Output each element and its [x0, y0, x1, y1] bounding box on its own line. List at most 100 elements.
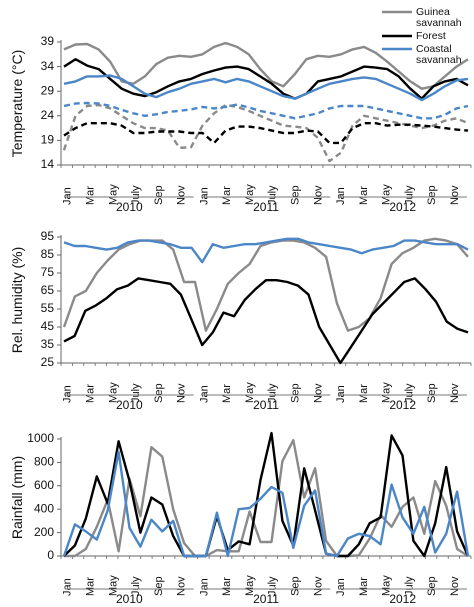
- series-line-guinea: [62, 237, 469, 332]
- y-tick-label: 95: [41, 229, 55, 243]
- x-tick-label: Nov: [449, 383, 461, 403]
- x-tick-label: Sep: [426, 383, 438, 403]
- x-tick-label: Nov: [449, 576, 461, 596]
- legend-label-coastal: Coastal: [416, 43, 452, 55]
- y-tick-label: 35: [41, 337, 55, 351]
- x-tick-label: Sep: [289, 383, 301, 403]
- x-tick-label: July: [267, 185, 279, 205]
- year-label: 2010: [116, 398, 143, 412]
- y-tick-label: 24: [41, 108, 55, 122]
- y-tick-label: 75: [41, 265, 55, 279]
- year-label: 2011: [253, 592, 279, 606]
- x-tick-label: Jan: [335, 578, 347, 596]
- x-tick-label: Mar: [358, 384, 370, 403]
- y-tick-label: 14: [41, 157, 55, 171]
- series-line-forest: [63, 431, 470, 558]
- legend-label-coastal: savannah: [416, 54, 462, 66]
- x-tick-label: May: [381, 382, 393, 403]
- x-tick-label: May: [381, 575, 393, 596]
- series-line-guinea: [63, 41, 469, 90]
- series-line-coastal: [63, 74, 469, 102]
- x-tick-label: Sep: [153, 383, 165, 403]
- x-tick-label: Mar: [221, 186, 233, 205]
- year-label: 2011: [253, 398, 279, 412]
- year-label: 2012: [389, 398, 416, 412]
- y-axis-label: Rel. humidity (%): [9, 247, 25, 354]
- x-tick-label: May: [244, 382, 256, 403]
- x-tick-label: Sep: [289, 576, 301, 596]
- legend-label-forest: Forest: [416, 30, 446, 42]
- x-tick-label: May: [244, 184, 256, 205]
- x-tick-label: July: [267, 576, 279, 596]
- x-tick-label: July: [403, 383, 415, 403]
- y-tick-label: 34: [41, 59, 55, 73]
- legend-label-guinea: Guinea: [416, 6, 450, 18]
- x-tick-label: May: [381, 184, 393, 205]
- x-tick-label: July: [130, 185, 142, 205]
- y-tick-label: 65: [41, 283, 55, 297]
- x-tick-label: May: [107, 382, 119, 403]
- x-tick-label: Nov: [312, 576, 324, 596]
- y-tick-label: 29: [41, 83, 55, 97]
- series-line-forest: [63, 58, 469, 100]
- series-line-coastal-min: [63, 101, 469, 120]
- x-tick-label: Mar: [84, 186, 96, 205]
- y-tick-label: 45: [41, 319, 55, 333]
- x-tick-label: May: [244, 575, 256, 596]
- series-line-coastal: [63, 237, 469, 264]
- x-tick-label: Jan: [198, 578, 210, 596]
- x-tick-label: Mar: [221, 384, 233, 403]
- x-tick-label: Sep: [153, 576, 165, 596]
- x-tick-label: Sep: [153, 185, 165, 205]
- x-tick-label: Nov: [176, 576, 188, 596]
- y-axis-label: Temperature (°C): [9, 50, 25, 158]
- legend-label-guinea: savannah: [416, 17, 462, 29]
- y-tick-label: 200: [34, 525, 54, 539]
- x-tick-label: Jan: [198, 187, 210, 205]
- x-tick-label: Jan: [335, 187, 347, 205]
- x-tick-label: Mar: [358, 577, 370, 596]
- x-tick-label: Mar: [221, 577, 233, 596]
- x-tick-label: Jan: [198, 385, 210, 403]
- series-line-coastal: [62, 450, 470, 558]
- year-label: 2012: [389, 592, 416, 606]
- x-tick-label: July: [267, 383, 279, 403]
- y-tick-label: 39: [41, 34, 55, 48]
- series-line-forest-min: [63, 121, 469, 145]
- x-tick-label: Jan: [335, 385, 347, 403]
- y-axis-label: Rainfall (mm): [9, 456, 25, 539]
- y-tick-label: 25: [41, 355, 55, 369]
- x-tick-label: Sep: [289, 185, 301, 205]
- year-label: 2011: [253, 200, 279, 214]
- x-tick-label: Nov: [176, 383, 188, 403]
- x-tick-label: Mar: [84, 577, 96, 596]
- humidity-panel: 25 35 45 55 65 75 85 95 Rel. humidity (%) Jan Mar M…: [9, 229, 472, 412]
- temperature-panel: 14 19 24 29 34 39 Temperature (°C) Jan Mar May Jul…: [9, 6, 472, 214]
- x-tick-label: July: [403, 185, 415, 205]
- x-tick-label: May: [107, 184, 119, 205]
- x-tick-label: July: [130, 383, 142, 403]
- x-tick-label: July: [130, 576, 142, 596]
- x-tick-label: July: [403, 576, 415, 596]
- x-tick-label: Sep: [426, 185, 438, 205]
- y-tick-label: 600: [34, 478, 54, 492]
- x-tick-label: Nov: [176, 185, 188, 205]
- y-tick-label: 85: [41, 247, 55, 261]
- y-tick-label: 19: [41, 133, 55, 147]
- year-label: 2010: [116, 200, 143, 214]
- y-tick-label: 1000: [27, 431, 54, 445]
- y-tick-label: 0: [47, 548, 54, 562]
- x-tick-label: Nov: [312, 185, 324, 205]
- x-tick-label: May: [107, 575, 119, 596]
- x-tick-label: Sep: [426, 576, 438, 596]
- y-tick-label: 55: [41, 301, 55, 315]
- y-tick-label: 800: [34, 455, 54, 469]
- x-tick-label: Jan: [62, 578, 74, 596]
- year-label: 2010: [116, 592, 143, 606]
- y-tick-label: 400: [34, 501, 54, 515]
- series-line-guinea-min: [62, 103, 469, 163]
- x-tick-label: Mar: [358, 186, 370, 205]
